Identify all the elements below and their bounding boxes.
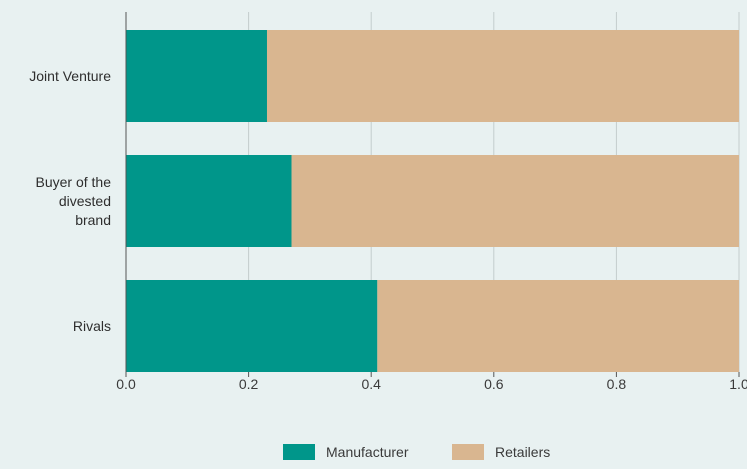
category-label: Buyer of the divested brand [36,174,112,228]
axis-layer: 0.0 0.2 0.4 0.6 0.8 1.0 [116,12,747,392]
bar-retailers [266,30,739,122]
category-label: Joint Venture [29,68,111,84]
category-label: Rivals [73,318,111,334]
x-tick-label: 0.4 [361,376,381,392]
legend: Manufacturer Retailers [283,444,550,460]
legend-swatch-retailers [452,444,484,460]
x-tick-label: 0.2 [239,376,259,392]
x-tick-label: 0.8 [607,376,627,392]
x-tick-label: 0.0 [116,376,136,392]
legend-swatch-manufacturer [283,444,315,460]
legend-label-retailers: Retailers [495,444,550,460]
x-tick-label: 1.0 [729,376,747,392]
legend-label-manufacturer: Manufacturer [326,444,409,460]
bar-manufacturer [126,30,267,122]
bar-retailers [377,280,739,372]
bar-retailers [291,155,739,247]
category-labels: Joint Venture Buyer of the divested brand Ri… [29,68,111,334]
bar-manufacturer [126,155,292,247]
x-tick-label: 0.6 [484,376,504,392]
bar-manufacturer [126,280,378,372]
bars-layer [126,30,739,372]
